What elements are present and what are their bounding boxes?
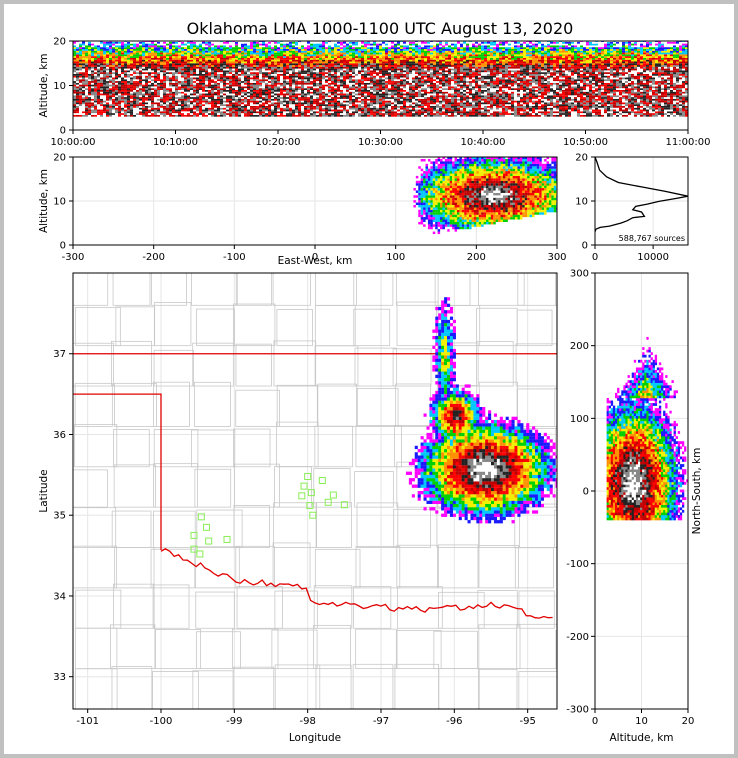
north-south-ytick-label: -100 [566, 559, 589, 570]
east-west-xtick-label: 100 [386, 252, 405, 263]
plan-view-xtick-label: -99 [226, 716, 242, 727]
time-height-xtick-label: 10:30:00 [358, 137, 403, 148]
north-south-ytick-label: 300 [570, 269, 589, 280]
plan-view-xtick-label: -95 [519, 716, 535, 727]
north-south-xtick-label: 0 [592, 716, 598, 727]
north-south-ytick-label: 0 [583, 487, 589, 498]
histogram-series-line [595, 157, 688, 233]
histogram-ytick-label: 0 [582, 241, 588, 252]
plan-view-ytick-label: 34 [53, 591, 66, 602]
east-west-xtick-label: -300 [62, 252, 85, 263]
plan-view-xtick-label: -98 [299, 716, 315, 727]
north-south-ytick-label: -300 [566, 705, 589, 716]
east-west-xtick-label: -100 [223, 252, 246, 263]
plan-view-ytick-label: 36 [53, 430, 66, 441]
time-height-xtick-label: 10:40:00 [461, 137, 506, 148]
north-south-ylabel: North-South, km [691, 448, 703, 535]
north-south-ytick-label: 100 [570, 414, 589, 425]
lma-station-marker [329, 491, 337, 499]
plan-view-xtick-label: -97 [373, 716, 389, 727]
time-height-xtick-label: 10:20:00 [256, 137, 301, 148]
time-height-ytick-label: 20 [53, 37, 66, 48]
figure-canvas: Oklahoma LMA 1000-1100 UTC August 13, 20… [38, 19, 710, 745]
lma-station-marker [190, 545, 198, 553]
east-west-xlabel: East-West, km [278, 255, 353, 267]
plan-view-xtick-label: -96 [446, 716, 462, 727]
time-height-xtick-label: 11:00:00 [666, 137, 711, 148]
lma-station-marker [318, 477, 326, 485]
plan-view-xtick-label: -101 [76, 716, 99, 727]
lma-station-marker [306, 502, 314, 510]
time-height-ylabel: Altitude, km [38, 53, 50, 117]
plan-view-ylabel: Latitude [38, 469, 50, 512]
lma-station-marker [324, 498, 332, 506]
lma-station-marker [298, 492, 306, 500]
time-height-ytick-label: 10 [53, 81, 66, 92]
time-height-xtick-label: 10:10:00 [153, 137, 198, 148]
time-height-ytick-label: 0 [60, 126, 66, 137]
lma-station-marker [309, 511, 317, 519]
histogram-panel: 0 10000 0 10 20 588,767 sources [575, 153, 689, 263]
east-west-xtick-label: 200 [467, 252, 486, 263]
state-border-panhandle [73, 393, 162, 550]
figure: Oklahoma LMA 1000-1100 UTC August 13, 20… [4, 4, 734, 754]
state-border-red-river [160, 548, 553, 619]
time-height-xtick-label: 10:50:00 [563, 137, 608, 148]
source-count-annotation: 588,767 sources [619, 234, 685, 243]
east-west-panel: -300 -200 -100 0 100 200 300 0 10 20 East-West, km… [38, 153, 567, 268]
plan-view-ytick-label: 35 [53, 511, 66, 522]
east-west-xtick-label: -200 [142, 252, 165, 263]
east-west-xtick-label: 0 [312, 252, 318, 263]
plan-view-ytick-label: 37 [53, 349, 66, 360]
lma-station-marker [190, 531, 198, 539]
lma-station-marker [340, 501, 348, 509]
histogram-ytick-label: 20 [575, 153, 588, 164]
east-west-ytick-label: 20 [53, 153, 66, 164]
plan-view-panel: -101 -100 -99 -98 -97 -96 -95 33 34 35 36 37 Longitu… [38, 272, 558, 744]
lma-station-marker [197, 513, 205, 521]
lma-station-marker [307, 489, 315, 497]
lma-station-marker [223, 535, 231, 543]
histogram-ytick-label: 10 [575, 197, 588, 208]
east-west-ytick-label: 10 [53, 197, 66, 208]
plan-view-ytick-label: 33 [53, 672, 66, 683]
east-west-ytick-label: 0 [60, 241, 66, 252]
plan-view-xlabel: Longitude [289, 732, 341, 744]
north-south-ytick-label: -200 [566, 632, 589, 643]
lma-station-marker [202, 523, 210, 531]
lma-station-marker [196, 550, 204, 558]
lma-station-marker [300, 482, 308, 490]
histogram-xtick-label: 10000 [637, 252, 669, 263]
histogram-xtick-label: 0 [592, 252, 598, 263]
lma-station-marker [304, 472, 312, 480]
east-west-xtick-label: 300 [547, 252, 566, 263]
lma-station-marker [205, 537, 213, 545]
time-height-panel: 10:00:00 10:10:00 10:20:00 10:30:00 10:40:00… [38, 37, 710, 149]
east-west-ylabel: Altitude, km [38, 169, 50, 233]
north-south-xtick-label: 10 [635, 716, 648, 727]
time-height-xtick-label: 10:00:00 [51, 137, 96, 148]
north-south-ytick-label: 200 [570, 341, 589, 352]
north-south-xtick-label: 20 [682, 716, 695, 727]
north-south-panel: 0 10 20 -300 -200 -100 0 100 200 300 Altitude, km N… [566, 269, 703, 745]
plan-view-xtick-label: -100 [150, 716, 173, 727]
figure-title: Oklahoma LMA 1000-1100 UTC August 13, 20… [187, 19, 574, 38]
north-south-xlabel: Altitude, km [609, 732, 673, 744]
